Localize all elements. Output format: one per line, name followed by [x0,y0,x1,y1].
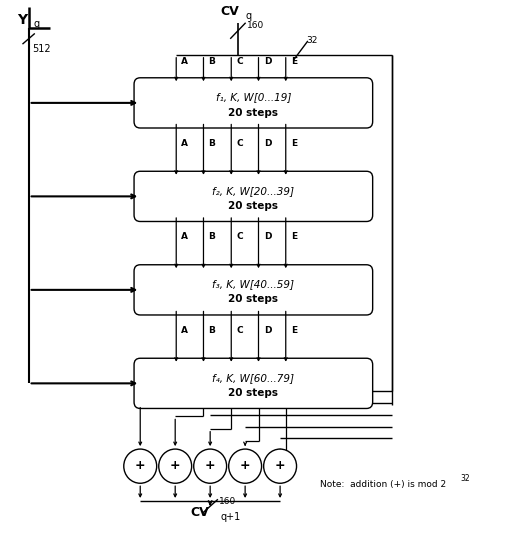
Text: q: q [246,11,252,21]
Text: C: C [236,326,243,335]
Text: 32: 32 [307,37,318,46]
Text: CV: CV [190,505,209,519]
Text: 160: 160 [247,21,264,30]
Text: E: E [291,57,297,66]
Circle shape [159,449,192,483]
Circle shape [229,449,262,483]
Circle shape [194,449,226,483]
Text: B: B [209,139,216,148]
Text: 160: 160 [219,497,237,506]
Text: D: D [264,232,271,241]
Text: 20 steps: 20 steps [229,107,278,118]
Text: C: C [236,139,243,148]
Text: 512: 512 [32,45,51,54]
Text: D: D [264,57,271,66]
Text: f₁, K, W[0...19]: f₁, K, W[0...19] [216,92,291,103]
Text: C: C [236,57,243,66]
Text: B: B [209,326,216,335]
Text: +: + [205,459,216,471]
Text: Note:  addition (+) is mod 2: Note: addition (+) is mod 2 [320,481,446,489]
Text: E: E [291,326,297,335]
Text: +: + [240,459,250,471]
Text: f₄, K, W[60...79]: f₄, K, W[60...79] [212,373,294,383]
Text: +: + [135,459,146,471]
Circle shape [124,449,157,483]
Text: f₂, K, W[20...39]: f₂, K, W[20...39] [212,186,294,196]
FancyBboxPatch shape [134,78,373,128]
Text: D: D [264,326,271,335]
Text: A: A [181,139,188,148]
FancyBboxPatch shape [134,265,373,315]
Text: f₃, K, W[40...59]: f₃, K, W[40...59] [212,280,294,289]
Text: 20 steps: 20 steps [229,201,278,211]
Text: E: E [291,139,297,148]
Text: A: A [181,57,188,66]
Text: D: D [264,139,271,148]
Text: B: B [209,232,216,241]
Text: CV: CV [221,5,239,18]
Text: +: + [170,459,180,471]
FancyBboxPatch shape [134,358,373,409]
FancyBboxPatch shape [134,171,373,221]
Text: 20 steps: 20 steps [229,388,278,398]
Text: q: q [33,19,39,30]
Text: q+1: q+1 [220,512,241,522]
Text: B: B [209,57,216,66]
Text: 32: 32 [460,474,470,483]
Text: +: + [275,459,285,471]
Text: 20 steps: 20 steps [229,294,278,304]
Text: A: A [181,232,188,241]
Text: A: A [181,326,188,335]
Circle shape [264,449,297,483]
Text: Y: Y [17,13,27,27]
Text: C: C [236,232,243,241]
Text: E: E [291,232,297,241]
